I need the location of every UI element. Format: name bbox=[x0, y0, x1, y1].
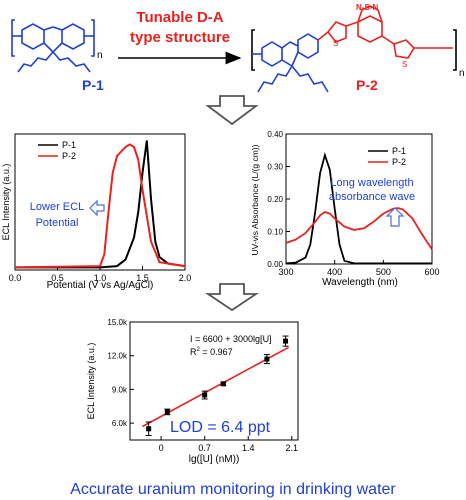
chart2-ylabel: UV-vis Absorbance (L/(g cm)) bbox=[250, 144, 260, 255]
block-arrow-down-2 bbox=[205, 283, 259, 312]
chart1-series-line-p-1 bbox=[15, 140, 186, 269]
chart2-ytick-label: 0.20 bbox=[267, 195, 283, 204]
chart3-ytick-label: 12.0k bbox=[107, 352, 128, 361]
chart3-ticks: 0 0.7 1.4 2.1 6.0k 9.0k 12.0k 15.0k bbox=[107, 318, 298, 453]
chart1-x-ticks: 0.0 0.5 1.0 1.5 2.0 bbox=[9, 266, 192, 283]
chart3-xtick-label: 0 bbox=[159, 443, 164, 453]
uvvis-chart: 300 400 500 600 0.00 0.10 0.20 0.30 0.40 Wavelen… bbox=[250, 130, 440, 288]
p1-label: P-1 bbox=[82, 77, 104, 93]
chart2-xlabel: Wavelength (nm) bbox=[322, 277, 398, 288]
chart3-frame bbox=[129, 321, 299, 441]
chart2-xtick-label: 500 bbox=[376, 267, 391, 277]
chart3-data-point bbox=[146, 426, 152, 432]
p1-structure bbox=[11, 19, 95, 73]
chart3-ytick-label: 15.0k bbox=[107, 318, 128, 327]
chart3-data-point bbox=[283, 338, 289, 344]
chart3-data-point bbox=[202, 392, 208, 398]
chart2-annotation-line1: Long wavelength bbox=[330, 177, 413, 189]
chart2-ytick-label: 0.10 bbox=[267, 228, 283, 237]
chart2-ytick-label: 0.00 bbox=[267, 260, 283, 269]
chart1-legend-p2: P-2 bbox=[62, 151, 76, 161]
footer-caption: Accurate uranium monitoring in drinking … bbox=[70, 481, 396, 498]
chart3-xtick-label: 1.4 bbox=[242, 443, 255, 453]
chart3-lod: LOD = 6.4 ppt bbox=[170, 419, 271, 436]
chart1-series-line-p-2 bbox=[14, 143, 186, 269]
chart2-ytick-label: 0.30 bbox=[267, 163, 283, 172]
chart1-annotation-line1: Lower ECL bbox=[30, 201, 84, 213]
chart3-ytick-label: 9.0k bbox=[112, 385, 128, 394]
chart2-ytick-label: 0.40 bbox=[267, 130, 283, 139]
block-arrow-down-1 bbox=[205, 95, 259, 126]
btd-atoms-label: N-S-N bbox=[356, 3, 378, 12]
chart3-xtick-label: 0.7 bbox=[198, 443, 211, 453]
p1-subscript-n: n bbox=[97, 50, 103, 61]
calibration-chart: 0 0.7 1.4 2.1 6.0k 9.0k 12.0k 15.0k lg([U] (nM)… bbox=[86, 318, 299, 465]
chart1-xtick-label: 1.5 bbox=[136, 273, 149, 283]
arrow-text-line1: Tunable D-A bbox=[136, 9, 223, 26]
chart3-ytick-label: 6.0k bbox=[112, 419, 128, 428]
chart3-r-squared: R2 = 0.967 bbox=[190, 347, 233, 357]
chart3-points bbox=[145, 335, 289, 437]
arrow-text-line2: type structure bbox=[130, 29, 230, 46]
chart2-up-arrow-icon bbox=[385, 207, 405, 227]
chart1-series bbox=[14, 140, 186, 269]
chart1-xtick-label: 0.0 bbox=[9, 273, 22, 283]
ecl-potential-chart: 0.0 0.5 1.0 1.5 2.0 Potential (V vs Ag/AgCl)… bbox=[1, 133, 192, 291]
chart2-legend-p2: P-2 bbox=[392, 157, 406, 167]
chart1-legend: P-1 P-2 bbox=[38, 140, 76, 161]
chart2-xtick-label: 300 bbox=[278, 267, 293, 277]
chart3-ylabel: ECL Intensity (a.u.) bbox=[86, 343, 96, 420]
chart3-data-point bbox=[264, 356, 270, 362]
chart3-xlabel: lg([U] (nM)) bbox=[189, 454, 240, 465]
chart2-ticks: 300 400 500 600 0.00 0.10 0.20 0.30 0.40 bbox=[267, 130, 439, 277]
p2-label: P-2 bbox=[356, 77, 378, 93]
chart3-data-point bbox=[220, 381, 226, 387]
chart1-ylabel: ECL Intensity (a.u.) bbox=[1, 164, 11, 241]
svg-text:S: S bbox=[333, 39, 338, 48]
chart3-xtick-label: 2.1 bbox=[286, 443, 299, 453]
chart2-series bbox=[285, 151, 433, 265]
chart1-legend-p1: P-1 bbox=[62, 140, 76, 150]
chart2-annotation-line2: absorbance wave bbox=[329, 191, 415, 203]
chart1-annotation-line2: Potential bbox=[36, 217, 79, 229]
chart1-xtick-label: 0.5 bbox=[51, 273, 64, 283]
chart2-series-line-p-1 bbox=[285, 151, 432, 265]
chart1-xtick-label: 2.0 bbox=[179, 273, 192, 283]
chart1-left-arrow-icon bbox=[89, 199, 105, 217]
p2-structure: S S bbox=[251, 5, 457, 93]
chart2-xtick-label: 400 bbox=[327, 267, 342, 277]
chart1-xtick-label: 1.0 bbox=[94, 273, 107, 283]
chart1-xlabel: Potential (V vs Ag/AgCl) bbox=[47, 280, 154, 291]
chart3-data-point bbox=[164, 409, 170, 415]
chart2-xtick-label: 600 bbox=[424, 267, 439, 277]
chart2-legend-p1: P-1 bbox=[392, 146, 406, 156]
p2-subscript-n: n bbox=[459, 68, 465, 79]
chart3-equation: I = 6600 + 3000lg[U] bbox=[190, 334, 272, 344]
svg-text:S: S bbox=[402, 60, 407, 69]
chart2-series-line-p-2 bbox=[285, 207, 433, 250]
chart2-legend: P-1 P-2 bbox=[368, 146, 406, 167]
